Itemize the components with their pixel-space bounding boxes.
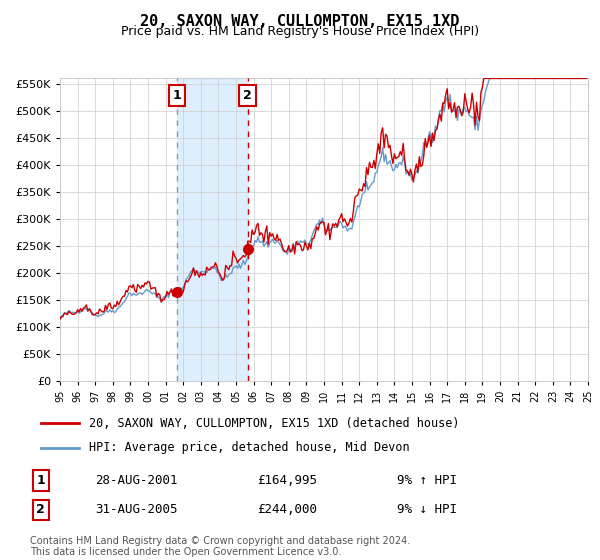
Text: 2: 2 <box>37 503 45 516</box>
Text: 20, SAXON WAY, CULLOMPTON, EX15 1XD (detached house): 20, SAXON WAY, CULLOMPTON, EX15 1XD (det… <box>89 417 460 430</box>
Text: 31-AUG-2005: 31-AUG-2005 <box>95 503 178 516</box>
Text: Price paid vs. HM Land Registry's House Price Index (HPI): Price paid vs. HM Land Registry's House … <box>121 25 479 38</box>
Text: 28-AUG-2001: 28-AUG-2001 <box>95 474 178 487</box>
Text: 9% ↑ HPI: 9% ↑ HPI <box>397 474 457 487</box>
Text: 20, SAXON WAY, CULLOMPTON, EX15 1XD: 20, SAXON WAY, CULLOMPTON, EX15 1XD <box>140 14 460 29</box>
Text: HPI: Average price, detached house, Mid Devon: HPI: Average price, detached house, Mid … <box>89 441 410 454</box>
Text: 1: 1 <box>173 89 182 102</box>
Text: £244,000: £244,000 <box>257 503 317 516</box>
Text: Contains HM Land Registry data © Crown copyright and database right 2024.
This d: Contains HM Land Registry data © Crown c… <box>30 535 410 557</box>
Text: £164,995: £164,995 <box>257 474 317 487</box>
Text: 2: 2 <box>243 89 252 102</box>
Text: 1: 1 <box>37 474 45 487</box>
Text: 9% ↓ HPI: 9% ↓ HPI <box>397 503 457 516</box>
Bar <box>177 78 248 381</box>
